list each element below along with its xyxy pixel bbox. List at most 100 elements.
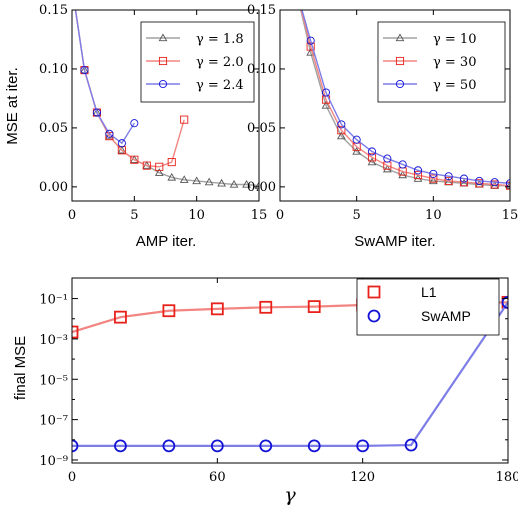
amp-legend-entry: γ = 2.4 bbox=[146, 78, 244, 93]
amp-series-0-point bbox=[129, 155, 139, 163]
amp-series-0-point bbox=[167, 172, 177, 181]
swamp-series-2-point bbox=[306, 36, 315, 45]
swamp-series-1-point bbox=[444, 176, 453, 186]
final-xlabel: γ bbox=[284, 484, 296, 506]
swamp-series-2-point bbox=[337, 120, 346, 129]
amp-xtick-label: 0 bbox=[68, 208, 76, 223]
swamp-series-0-point bbox=[336, 131, 346, 140]
final-ytick-label: 10⁻³ bbox=[39, 333, 68, 348]
swamp-series-0-point bbox=[413, 174, 423, 182]
panel-swamp: 0 5 10 15 0.00 0.05 0.10 0.15 SwAMP iter. γ = 1… bbox=[247, 3, 518, 250]
swamp-series-2 bbox=[301, 10, 510, 188]
swamp-series-2-point bbox=[490, 178, 499, 187]
swamp-series-0-point bbox=[382, 164, 392, 173]
final-series-1-point bbox=[114, 439, 127, 453]
final-ylabel: final MSE bbox=[12, 336, 29, 400]
swamp-ytick-label: 0.00 bbox=[247, 180, 276, 195]
amp-series-1-point bbox=[180, 115, 189, 124]
final-series-1-point bbox=[72, 439, 79, 453]
swamp-series-1-point bbox=[475, 179, 484, 188]
final-legend: L1 SwAMP bbox=[356, 278, 500, 336]
swamp-series-1-point bbox=[429, 174, 438, 183]
amp-ylabel: MSE at iter. bbox=[4, 67, 21, 145]
swamp-legend-label: γ = 50 bbox=[433, 78, 476, 93]
amp-xtick-label: 5 bbox=[130, 208, 138, 223]
final-legend-entry: L1 bbox=[367, 284, 437, 300]
amp-series-0-point bbox=[192, 176, 202, 185]
swamp-xtick-label: 10 bbox=[425, 208, 442, 223]
amp-legend-entry: γ = 1.8 bbox=[146, 32, 244, 47]
amp-legend-marker bbox=[158, 56, 168, 66]
swamp-xtick-label: 15 bbox=[502, 208, 518, 223]
swamp-legend-entries: γ = 10 γ = 30 γ = 50 bbox=[383, 32, 476, 93]
final-series-1-point bbox=[404, 438, 418, 452]
final-ytick-label: 10⁻⁹ bbox=[39, 454, 68, 469]
amp-series-1-point bbox=[130, 155, 139, 164]
amp-series-2-point bbox=[80, 66, 89, 75]
amp-series-1-point bbox=[142, 161, 151, 170]
swamp-series-2-point bbox=[367, 147, 377, 156]
amp-legend-label: γ = 1.8 bbox=[196, 32, 244, 47]
amp-legend-entries: γ = 1.8 γ = 2.0 γ = 2.4 bbox=[146, 32, 244, 93]
amp-series-2-point bbox=[105, 129, 114, 138]
swamp-legend-entry: γ = 30 bbox=[383, 55, 476, 70]
swamp-series-layer bbox=[300, 10, 510, 190]
amp-legend-label: γ = 2.4 bbox=[196, 78, 244, 93]
final-legend-marker bbox=[367, 285, 381, 299]
amp-series-layer bbox=[74, 10, 259, 189]
amp-series-0-point bbox=[204, 177, 214, 186]
amp-series-0-point bbox=[217, 178, 226, 187]
swamp-axes-frame bbox=[279, 9, 511, 202]
swamp-series-1-point bbox=[413, 171, 423, 180]
swamp-series-1-point bbox=[367, 153, 377, 162]
swamp-legend: γ = 10 γ = 30 γ = 50 bbox=[377, 21, 506, 103]
final-legend-entries: L1 SwAMP bbox=[367, 284, 471, 324]
swamp-series-1-point bbox=[337, 126, 346, 135]
amp-series-2-point bbox=[117, 139, 126, 148]
final-legend-box bbox=[356, 278, 500, 336]
final-axes-frame bbox=[71, 277, 509, 464]
amp-ytick-label: 0.05 bbox=[39, 121, 68, 136]
final-xtick-label: 180 bbox=[496, 470, 518, 485]
amp-series-0-point bbox=[80, 65, 89, 74]
amp-series-0-point bbox=[92, 108, 102, 116]
swamp-legend-marker bbox=[395, 56, 405, 66]
amp-series-2 bbox=[74, 10, 139, 148]
swamp-legend-entry: γ = 10 bbox=[383, 32, 476, 47]
amp-axes-frame bbox=[71, 9, 260, 202]
final-series-0-point bbox=[307, 300, 321, 314]
swamp-legend-entry: γ = 50 bbox=[383, 78, 476, 93]
final-ticks: 0 60 120 180 10⁻¹ 10⁻³ 10⁻⁵ 10⁻⁷ 10⁻⁹ bbox=[39, 278, 518, 485]
swamp-series-2-point bbox=[352, 135, 361, 144]
swamp-series-2-point bbox=[398, 160, 407, 169]
panel-final-mse: 0 60 120 180 10⁻¹ 10⁻³ 10⁻⁵ 10⁻⁷ 10⁻⁹ γ final MS… bbox=[12, 277, 518, 506]
swamp-series-2-line bbox=[301, 10, 510, 185]
amp-series-0-point bbox=[117, 145, 127, 154]
amp-legend-marker bbox=[158, 79, 168, 89]
amp-series-2-point bbox=[92, 108, 101, 117]
final-ytick-label: 10⁻⁷ bbox=[39, 414, 68, 429]
final-legend-label: L1 bbox=[421, 284, 437, 300]
swamp-series-2-point bbox=[321, 88, 331, 97]
swamp-legend-marker bbox=[395, 79, 405, 89]
amp-ytick-label: 0.15 bbox=[39, 3, 68, 18]
final-ytick-label: 10⁻⁵ bbox=[39, 373, 68, 388]
amp-series-1-point bbox=[155, 162, 164, 171]
final-series-1-point bbox=[307, 439, 321, 453]
final-series-1-point bbox=[501, 295, 508, 309]
swamp-legend-label: γ = 30 bbox=[433, 55, 476, 70]
final-series-1-point bbox=[162, 439, 176, 453]
amp-xlabel: AMP iter. bbox=[136, 233, 197, 250]
amp-series-1-point bbox=[167, 158, 176, 167]
final-legend-entry: SwAMP bbox=[367, 308, 471, 324]
final-legend-marker bbox=[367, 309, 381, 323]
final-series-0-point bbox=[114, 310, 127, 324]
swamp-series-2-point bbox=[459, 174, 469, 183]
final-series-1-point bbox=[210, 439, 224, 453]
final-series-1-point bbox=[259, 439, 273, 453]
swamp-series-2-point bbox=[413, 166, 423, 175]
amp-series-0-point bbox=[242, 179, 251, 188]
panel-amp: 0 5 10 15 0.00 0.05 0.10 0.15 AMP iter. MSE at … bbox=[4, 3, 267, 250]
amp-xtick-label: 10 bbox=[188, 208, 205, 223]
